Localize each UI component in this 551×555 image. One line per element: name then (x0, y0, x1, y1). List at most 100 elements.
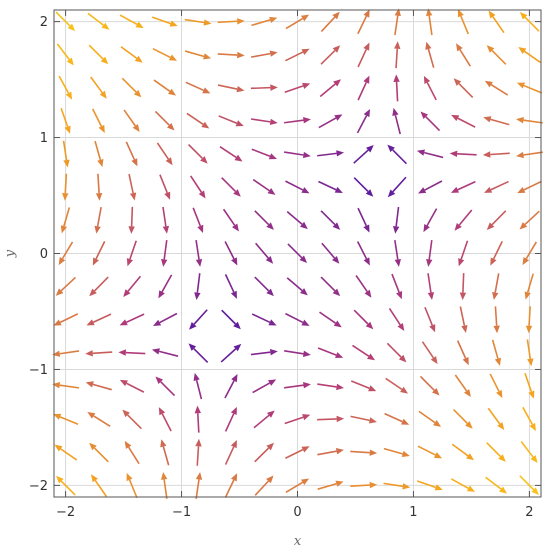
arrow-shaft (353, 149, 369, 164)
arrow-shaft (320, 276, 336, 292)
arrow-shaft (450, 478, 469, 489)
field-arrow (53, 413, 79, 426)
field-arrow (416, 149, 444, 159)
arrow-shaft (56, 43, 70, 60)
arrow-head (466, 453, 475, 461)
arrow-head (302, 82, 311, 89)
arrow-shaft (286, 277, 303, 292)
arrow-shaft (160, 381, 176, 397)
arrow-shaft (284, 416, 304, 425)
arrow-shaft (250, 351, 271, 356)
field-arrow (385, 377, 409, 394)
arrow-shaft (485, 476, 502, 490)
arrow-head (423, 224, 430, 233)
field-arrow (87, 411, 111, 427)
arrow-shaft (460, 15, 470, 35)
arrow-shaft (253, 414, 270, 429)
field-arrow (526, 339, 534, 367)
arrow-head (231, 374, 238, 383)
arrow-shaft (60, 107, 69, 127)
arrow-shaft (487, 407, 501, 425)
arrow-shaft (219, 146, 237, 159)
arrow-head (529, 422, 536, 431)
arrow-shaft (394, 114, 401, 135)
arrow-head (230, 440, 237, 449)
arrow-shaft (428, 15, 433, 36)
arrow-head (303, 382, 311, 389)
arrow-head (518, 47, 527, 54)
arrow-head (203, 53, 212, 60)
arrow-head (237, 18, 245, 25)
arrow-shaft (394, 15, 399, 36)
arrow-head (195, 472, 203, 480)
arrow-shaft (457, 180, 476, 191)
arrow-head (486, 45, 495, 53)
field-arrow (123, 109, 140, 133)
arrow-head (459, 292, 467, 301)
arrow-shaft (158, 350, 179, 357)
arrow-shaft (388, 308, 401, 326)
arrow-head (269, 348, 278, 356)
field-arrow (184, 50, 212, 60)
arrow-shaft (357, 207, 368, 227)
arrow-shaft (457, 117, 476, 128)
field-arrow (89, 276, 109, 297)
arrow-head (334, 114, 343, 121)
field-arrow (251, 313, 277, 326)
arrow-head (52, 382, 61, 389)
arrow-head (169, 20, 178, 27)
arrow-shaft (395, 206, 400, 227)
field-arrow (459, 273, 467, 301)
field-arrow (186, 112, 210, 129)
field-arrow (450, 180, 476, 193)
arrow-shaft (252, 382, 271, 394)
field-arrow (453, 409, 473, 429)
arrow-shaft (224, 380, 235, 399)
arrow-shaft (520, 441, 534, 458)
field-arrow (350, 481, 378, 489)
arrow-head (89, 288, 97, 297)
field-arrow (451, 114, 476, 128)
arrow-shaft (417, 445, 436, 456)
field-arrow (121, 77, 142, 98)
arrow-shaft (317, 482, 337, 490)
field-arrow (85, 350, 113, 357)
arrow-shaft (427, 48, 435, 68)
arrow-head (128, 226, 135, 234)
arrow-head (302, 350, 311, 357)
arrow-head (201, 121, 210, 129)
field-arrow (516, 116, 543, 124)
field-arrow (284, 382, 311, 389)
arrow-shaft (153, 79, 171, 92)
arrow-shaft (193, 348, 209, 363)
arrow-head (524, 291, 531, 300)
arrow-shaft (163, 240, 168, 260)
field-arrow (161, 240, 168, 267)
arrow-shaft (490, 83, 509, 96)
arrow-head (302, 151, 311, 159)
arrow-shaft (459, 306, 466, 326)
arrow-head (131, 158, 138, 167)
arrow-shaft (385, 377, 403, 391)
field-arrow (194, 405, 201, 433)
field-arrow (128, 206, 135, 234)
arrow-shaft (127, 275, 142, 292)
arrow-head (197, 224, 204, 233)
field-arrow (352, 344, 376, 361)
arrow-head (266, 410, 275, 418)
field-arrow (418, 180, 443, 194)
arrow-head (418, 187, 427, 194)
arrow-shaft (91, 108, 103, 127)
arrow-shaft (319, 83, 336, 98)
field-arrow (253, 410, 275, 429)
field-arrow (485, 476, 508, 494)
arrow-head (333, 320, 342, 328)
field-arrow (154, 110, 175, 131)
arrow-head (231, 257, 238, 266)
arrow-shaft (317, 152, 337, 157)
arrow-head (427, 292, 435, 300)
arrow-shaft (96, 206, 102, 227)
arrow-shaft (93, 415, 111, 427)
arrow-shaft (526, 339, 532, 359)
arrow-head (530, 455, 538, 464)
